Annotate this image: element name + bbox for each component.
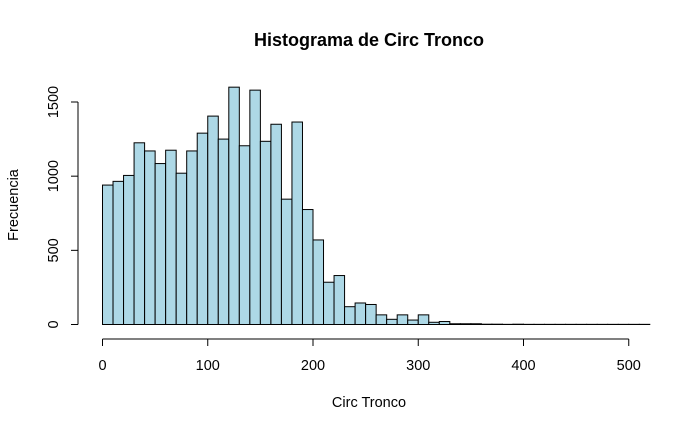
histogram-bar xyxy=(323,281,335,326)
histogram-bar xyxy=(301,209,314,325)
x-tick-label: 100 xyxy=(196,358,220,374)
histogram-bar xyxy=(375,314,388,325)
y-ticks-group: 0 500 1000 1500 xyxy=(46,86,78,329)
histogram-bar xyxy=(396,314,409,325)
y-tick-label: 1000 xyxy=(46,160,62,192)
histogram-bar xyxy=(344,306,356,326)
x-tick-label: 200 xyxy=(301,358,325,374)
histogram-bar xyxy=(333,275,346,325)
y-tick-label: 0 xyxy=(46,320,62,328)
y-tick-label: 1500 xyxy=(46,86,62,118)
bars-group xyxy=(102,86,651,326)
histogram-bar xyxy=(365,303,377,326)
histogram-bar xyxy=(459,323,472,326)
histogram-bar xyxy=(386,318,398,325)
histogram-bar xyxy=(280,198,293,325)
histogram-bar xyxy=(354,302,367,325)
histogram-bar xyxy=(312,239,325,325)
histogram-bar xyxy=(407,319,419,325)
x-tick-label: 500 xyxy=(617,358,641,374)
histogram-bar xyxy=(133,142,146,325)
histogram-bar xyxy=(207,115,219,325)
histogram-bar xyxy=(449,323,461,326)
histogram-bar xyxy=(270,123,282,325)
histogram-bar xyxy=(112,180,125,325)
histogram-bar xyxy=(196,132,209,325)
histogram-bar xyxy=(291,121,303,325)
histogram-bar xyxy=(123,174,135,325)
x-ticks-group: 0 100 200 300 400 500 xyxy=(98,339,641,374)
histogram-bar xyxy=(238,145,251,325)
histogram-bar xyxy=(438,321,451,325)
histogram-bar xyxy=(217,138,230,325)
histogram-bar xyxy=(165,149,177,325)
histogram-bar xyxy=(470,323,482,326)
x-tick-label: 300 xyxy=(406,358,430,374)
y-tick-label: 500 xyxy=(46,238,62,262)
histogram-bar xyxy=(154,163,167,325)
chart-title: Histograma de Circ Tronco xyxy=(254,30,484,50)
histogram-bar xyxy=(249,89,261,325)
x-tick-label: 0 xyxy=(98,358,106,374)
histogram-bar xyxy=(102,184,114,325)
x-axis-label: Circ Tronco xyxy=(332,395,406,411)
y-axis-label: Frecuencia xyxy=(6,168,22,241)
histogram-bar xyxy=(175,172,188,325)
histogram-bar xyxy=(417,314,430,325)
histogram-bar xyxy=(259,140,272,325)
histogram-bar xyxy=(228,86,240,325)
histogram-bar xyxy=(144,150,156,325)
histogram-bar xyxy=(428,321,440,325)
histogram-bar xyxy=(186,150,198,325)
x-tick-label: 400 xyxy=(511,358,535,374)
